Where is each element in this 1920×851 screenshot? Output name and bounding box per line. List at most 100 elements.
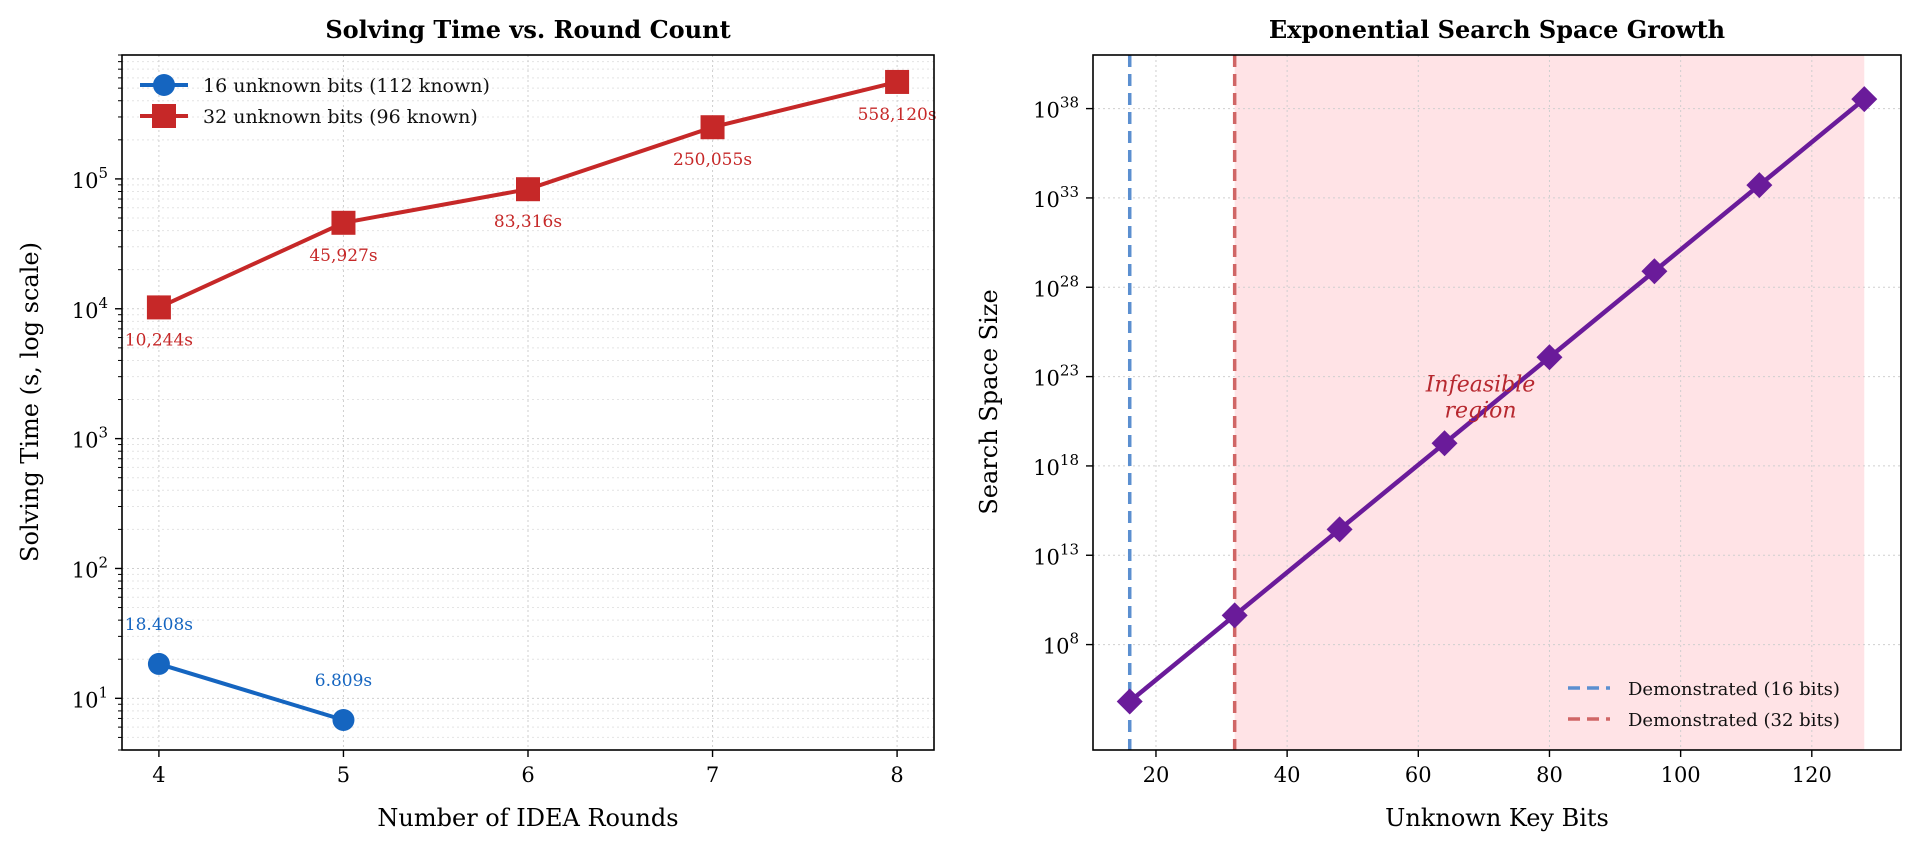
chart-solving-time: Solving Time vs. Round Count 18.408s 6.80… [16, 15, 937, 832]
data-label: 18.408s [125, 615, 193, 635]
data-labels: 18.408s 6.809s 10,244s 45,927s 83,316s 250,05… [125, 105, 937, 691]
x-tick-label: 6 [521, 763, 534, 787]
y-tick-label: 105 [72, 164, 108, 193]
x-axis-label: Number of IDEA Rounds [377, 804, 678, 832]
tick-base: 10 [1043, 635, 1070, 659]
data-point [516, 177, 540, 202]
chart-title: Solving Time vs. Round Count [325, 15, 730, 44]
x-tick-label: 7 [706, 763, 719, 787]
data-point [147, 652, 170, 675]
y-tick-label: 104 [72, 294, 108, 323]
tick-exponent: 28 [1060, 272, 1079, 290]
tick-base: 10 [72, 169, 99, 193]
tick-base: 10 [1033, 456, 1060, 480]
x-tick-label: 120 [1792, 763, 1832, 787]
data-label: 250,055s [673, 150, 752, 170]
data-point [146, 295, 171, 320]
data-point [1641, 258, 1668, 285]
y-tick-label: 108 [1043, 630, 1079, 659]
y-axis-label: Solving Time (s, log scale) [16, 242, 44, 562]
x-tick-label: 5 [337, 763, 350, 787]
tick-exponent: 8 [1069, 630, 1079, 648]
chart-title: Exponential Search Space Growth [1269, 15, 1725, 44]
series-markers [146, 69, 910, 732]
grid [122, 54, 934, 751]
tick-base: 10 [1033, 188, 1060, 212]
x-tick-label: 20 [1143, 763, 1170, 787]
tick-base: 10 [72, 688, 99, 712]
data-label: 45,927s [309, 246, 377, 266]
grid [1093, 55, 1901, 750]
legend-label: 32 unknown bits (96 known) [203, 106, 478, 128]
x-ticks: 4 5 6 7 8 [152, 750, 904, 787]
legend-label: Demonstrated (32 bits) [1628, 710, 1840, 731]
tick-base: 10 [1033, 545, 1060, 569]
y-tick-label: 1018 [1033, 451, 1079, 480]
data-point [332, 709, 355, 732]
y-axis-label: Search Space Size [975, 289, 1003, 514]
data-label: 10,244s [125, 330, 193, 350]
tick-exponent: 2 [98, 553, 108, 571]
tick-exponent: 4 [98, 294, 108, 312]
series-lines [1128, 97, 1866, 704]
data-point [1431, 430, 1458, 457]
data-label: 558,120s [858, 105, 937, 125]
y-tick-label: 103 [72, 424, 108, 453]
y-tick-label: 1033 [1033, 183, 1079, 212]
tick-base: 10 [72, 429, 99, 453]
legend: Demonstrated (16 bits) Demonstrated (32 b… [1568, 679, 1840, 731]
plot-frame [1092, 54, 1902, 751]
x-tick-label: 40 [1274, 763, 1301, 787]
x-axis-label: Unknown Key Bits [1385, 804, 1609, 832]
x-tick-label: 80 [1536, 763, 1563, 787]
data-point [1851, 86, 1878, 113]
data-point [700, 115, 725, 140]
tick-exponent: 23 [1060, 362, 1079, 380]
data-label: 83,316s [494, 212, 562, 232]
data-point [1221, 602, 1248, 629]
legend-label: Demonstrated (16 bits) [1628, 679, 1840, 700]
data-point [1536, 344, 1563, 371]
data-point [1746, 172, 1773, 199]
x-tick-label: 100 [1661, 763, 1701, 787]
x-tick-label: 60 [1405, 763, 1432, 787]
tick-exponent: 13 [1060, 540, 1079, 558]
tick-base: 10 [1033, 367, 1060, 391]
data-point [1326, 516, 1353, 543]
reference-lines [1127, 55, 1237, 750]
legend-marker [153, 74, 175, 96]
tick-base: 10 [72, 558, 99, 582]
legend: 16 unknown bits (112 known) 32 unknown bi… [140, 74, 490, 128]
tick-exponent: 38 [1060, 94, 1079, 112]
legend-label: 16 unknown bits (112 known) [203, 75, 490, 97]
y-tick-label: 1038 [1033, 94, 1079, 123]
x-ticks: 20 40 60 80 100 120 [1143, 750, 1832, 787]
tick-base: 10 [1033, 99, 1060, 123]
series-line [1128, 97, 1866, 704]
tick-exponent: 3 [98, 424, 108, 442]
annotation-text: Infeasible [1425, 372, 1536, 397]
series-markers [1116, 86, 1878, 715]
legend-marker [152, 104, 176, 128]
tick-base: 10 [1033, 277, 1060, 301]
data-point [331, 210, 356, 235]
tick-exponent: 18 [1060, 451, 1079, 469]
tick-exponent: 1 [98, 683, 108, 701]
y-tick-label: 1013 [1033, 540, 1079, 569]
y-tick-label: 102 [72, 553, 108, 582]
tick-exponent: 5 [98, 164, 108, 182]
chart-search-space: Exponential Search Space Growth Infeasib… [975, 15, 1902, 832]
y-tick-label: 1023 [1033, 362, 1079, 391]
tick-exponent: 33 [1060, 183, 1079, 201]
data-point [1116, 688, 1143, 715]
data-point [885, 69, 910, 94]
y-tick-label: 1028 [1033, 272, 1079, 301]
series-line [158, 662, 345, 722]
annotation-text: region [1444, 398, 1516, 423]
y-tick-label: 101 [72, 683, 108, 712]
x-tick-label: 4 [152, 763, 165, 787]
